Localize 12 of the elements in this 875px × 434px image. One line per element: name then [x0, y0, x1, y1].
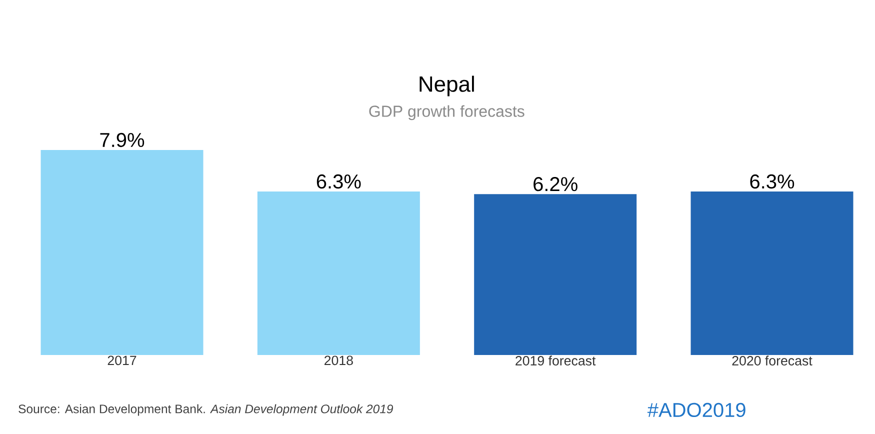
data-label: 7.9% — [100, 132, 144, 148]
chart-title: Nepal — [420, 76, 474, 96]
x-tick-label: 2017 — [108, 356, 136, 366]
chart-subtitle: GDP growth forecasts — [369, 105, 524, 120]
data-label: 6.2% — [534, 177, 578, 192]
source-note: Source: Asian Development Bank. Asian Development Outlook 2019 — [18, 404, 394, 416]
x-tick-label: 2019 forecast — [516, 356, 596, 366]
data-label: 6.3% — [750, 174, 794, 189]
data-label: 6.3% — [316, 174, 361, 189]
x-tick-label: 2020 forecast — [732, 356, 812, 366]
text: #ADO2019 — [647, 402, 746, 418]
x-tick-label: 2018 — [324, 356, 353, 366]
